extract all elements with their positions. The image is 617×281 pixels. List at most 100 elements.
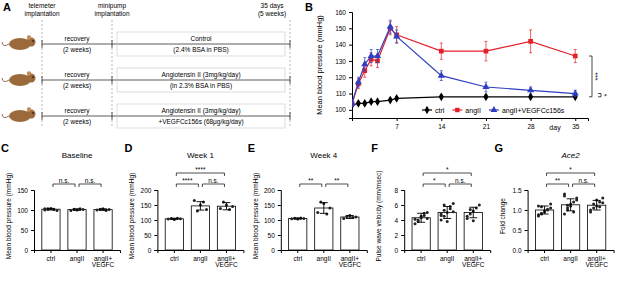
tick-label: 28 <box>527 123 535 130</box>
tick-label: angII <box>563 255 578 263</box>
tick-label: ctrl <box>47 255 56 262</box>
y-tick: 150 <box>264 202 281 209</box>
mouse-eye <box>32 76 34 78</box>
data-point <box>572 201 575 204</box>
error-bar <box>567 199 575 211</box>
tick-mark <box>278 205 281 206</box>
tick-mark <box>397 118 398 121</box>
y-tick: 140 <box>335 41 352 48</box>
tick-mark <box>154 190 157 191</box>
x-tick: angII <box>440 250 455 263</box>
tick-mark <box>421 250 422 253</box>
recovery-text: recovery <box>65 107 91 115</box>
tick-mark <box>278 235 281 236</box>
tick-mark <box>349 61 352 62</box>
panel-a: Atelemeterimplantationminipumpimplantati… <box>2 1 290 128</box>
data-point <box>563 213 566 216</box>
stage-marker <box>112 20 113 128</box>
tick-label-line: VEGFC <box>92 261 115 268</box>
tick-mark <box>154 220 157 221</box>
marker <box>528 39 533 44</box>
y-tick: 130 <box>335 58 352 65</box>
tick-mark <box>154 235 157 236</box>
y-axis: 050100150200 <box>264 187 281 254</box>
panel-letter: F <box>371 142 378 154</box>
axis-line <box>278 191 282 251</box>
significance-bracket <box>598 94 601 97</box>
panel-letter: G <box>495 142 504 154</box>
axis-line <box>154 191 158 251</box>
bar <box>68 210 86 250</box>
y-tick: 50 <box>144 232 157 239</box>
tick-label: 0 <box>148 247 152 254</box>
tick-label: 100 <box>264 217 275 224</box>
tick-mark <box>200 250 201 253</box>
panel-letter: E <box>248 142 255 154</box>
significance-label: n.s. <box>455 177 466 184</box>
tick-mark <box>401 220 404 221</box>
tick-label: 160 <box>335 9 346 16</box>
tick-label: 35 <box>572 123 580 130</box>
panel-letter: A <box>3 1 11 13</box>
x-tick: angII <box>317 250 332 263</box>
significance-label: * <box>603 94 610 97</box>
significance-label: n.s. <box>578 177 589 184</box>
tick-mark <box>77 250 78 253</box>
mouse-ear <box>27 35 31 39</box>
mouse-icon <box>2 107 36 122</box>
data-point <box>426 217 429 220</box>
marker <box>439 92 444 101</box>
plot-area <box>352 20 579 109</box>
tick-label: angII+VEGFC <box>462 255 485 269</box>
x-tick: angII+VEGFC <box>215 250 238 268</box>
x-axis: ctrl angII angII+VEGFC <box>281 250 367 268</box>
treatment-box <box>117 32 285 56</box>
mouse-ear <box>27 71 31 75</box>
tick-label: ctrl <box>293 255 302 262</box>
treatment-box <box>117 104 285 128</box>
y-tick: 150 <box>17 187 34 194</box>
stage-marker <box>290 20 291 128</box>
timeline-tick <box>112 112 113 120</box>
data-point <box>179 217 182 220</box>
mouse-icon <box>2 35 36 50</box>
chart-title: Week 1 <box>187 151 215 160</box>
significance-label: **** <box>195 166 206 173</box>
timeline-tick <box>112 76 113 84</box>
y-tick: 100 <box>17 207 34 214</box>
y-tick: 0.5 <box>513 227 528 234</box>
y-tick: 200 <box>264 187 281 194</box>
tick-mark <box>441 118 442 121</box>
data-point <box>469 213 472 216</box>
plot-area <box>289 201 359 251</box>
data-point <box>354 216 357 219</box>
tick-label: angII <box>317 255 332 263</box>
y-tick: 0 <box>395 247 405 254</box>
bar <box>94 210 112 250</box>
data-point <box>443 215 446 218</box>
bar <box>341 217 359 250</box>
axis-title: Mean blood pressure (mmHg) <box>5 173 13 259</box>
significance-bracket <box>79 184 101 187</box>
data-point <box>56 209 59 212</box>
significance-label: ** <box>308 177 314 184</box>
tick-label: 50 <box>268 232 276 239</box>
error-bar <box>294 218 302 219</box>
error-bar <box>443 207 451 219</box>
tick-label: 0.5 <box>513 227 522 234</box>
bar <box>588 205 606 250</box>
x-tick: angII+VEGFC <box>339 250 362 268</box>
chart-title: Baseline <box>62 151 93 160</box>
x-tick: angII+VEGFC <box>462 250 485 268</box>
marker <box>352 99 356 105</box>
x-tick: 21 <box>483 118 491 130</box>
marker <box>374 52 381 58</box>
tick-label: 50 <box>21 227 29 234</box>
recovery-text: recovery <box>65 71 91 79</box>
error-bar <box>222 203 230 210</box>
y-tick: 1.5 <box>513 187 528 194</box>
data-point <box>537 205 540 208</box>
panel-g: GAce2Fold change0.00.51.01.5ctrlangIIang… <box>495 142 614 268</box>
data-point <box>598 201 601 204</box>
bar <box>315 208 333 250</box>
